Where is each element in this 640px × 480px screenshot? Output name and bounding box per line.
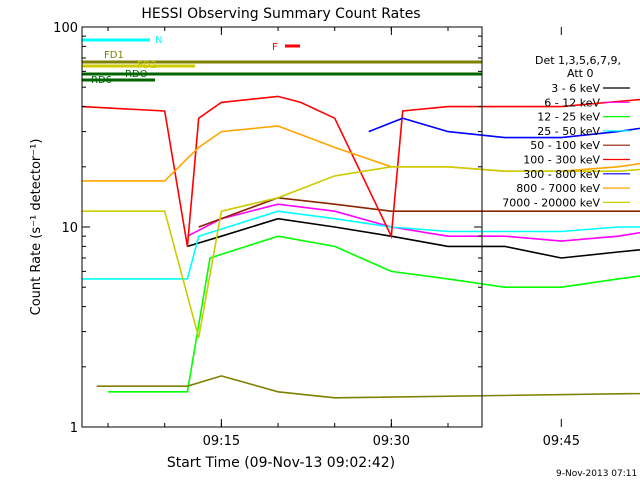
legend-item-label: 800 - 7000 keV	[516, 182, 600, 195]
legend-item-label: 25 - 50 keV	[537, 125, 600, 138]
x-tick-label: 09:45	[543, 434, 580, 449]
x-tick-label: 09:30	[373, 434, 410, 449]
annotation-label-rdo: RDO	[125, 69, 148, 80]
series-line-4	[82, 210, 640, 280]
legend-item-label: 12 - 25 keV	[537, 111, 600, 124]
legend-title-line2: Att 0	[567, 67, 593, 80]
y-axis-label: Count Rate (s⁻¹ detector⁻¹)	[29, 139, 44, 316]
plot-area: NFFD1FD2RD6RDO	[81, 35, 640, 399]
series-line-6	[81, 95, 640, 247]
y-tick-label: 1	[70, 421, 78, 436]
y-axis: 1 10 100	[53, 21, 482, 436]
annotation-label-fd2: FD2	[137, 60, 157, 71]
series-line-1	[187, 217, 640, 259]
annotation-label-fd1: FD1	[104, 50, 124, 61]
legend-item-label: 50 - 100 keV	[530, 139, 600, 152]
legend-item-label: 6 - 12 keV	[544, 96, 600, 109]
y-tick-label: 10	[61, 221, 78, 236]
series-line-10	[96, 375, 640, 399]
series-line-2	[187, 203, 640, 242]
legend-item-label: 300 - 800 keV	[523, 168, 600, 181]
footer-date: 9-Nov-2013 07:11	[556, 469, 637, 479]
legend-title-line1: Det 1,3,5,6,7,9,	[535, 54, 621, 67]
series-line-5	[198, 196, 640, 228]
x-tick-label: 09:15	[203, 434, 240, 449]
annotation-label-f: F	[272, 42, 278, 53]
chart-title: HESSI Observing Summary Count Rates	[141, 6, 420, 22]
series-line-3	[108, 235, 640, 393]
legend-item-label: 100 - 300 keV	[523, 154, 600, 167]
series-line-8	[82, 125, 640, 182]
y-tick-label: 100	[53, 21, 78, 36]
legend-item-label: 3 - 6 keV	[551, 82, 600, 95]
legend-item-label: 7000 - 20000 keV	[502, 196, 600, 209]
series-line-7	[368, 117, 640, 139]
series-line-9	[82, 166, 640, 338]
x-axis-label: Start Time (09-Nov-13 09:02:42)	[167, 455, 395, 471]
annotation-label-n: N	[155, 35, 162, 46]
